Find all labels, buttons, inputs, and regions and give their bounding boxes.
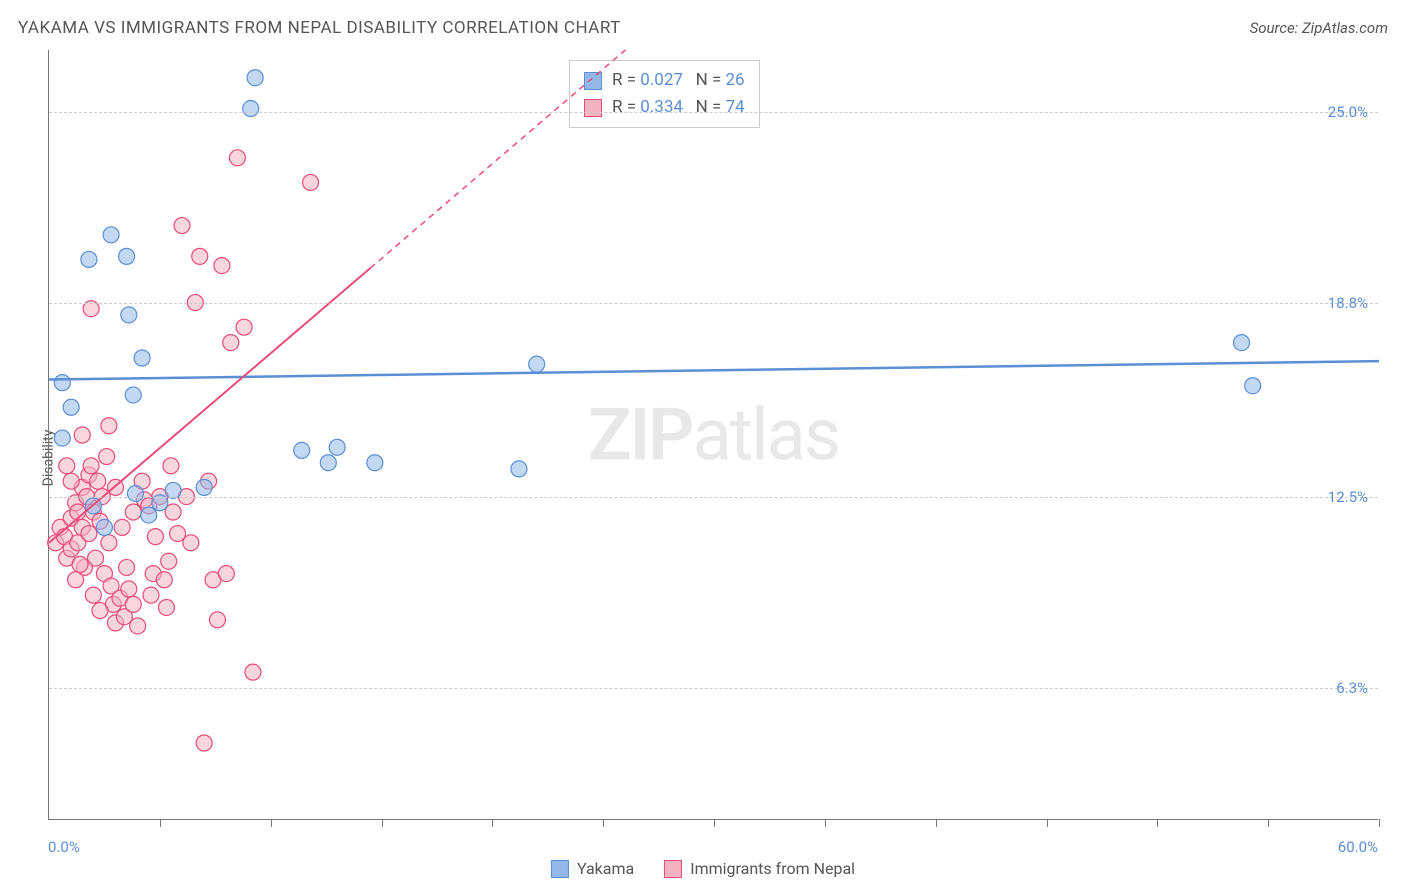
data-point: [214, 258, 230, 274]
grid-line: [49, 688, 1378, 689]
data-point: [303, 174, 319, 190]
data-point: [101, 535, 117, 551]
grid-line: [49, 497, 1378, 498]
legend-item-yakama: Yakama: [551, 859, 634, 878]
trend-line: [49, 361, 1379, 379]
data-point: [158, 599, 174, 615]
x-tick: [382, 819, 383, 827]
trend-line-dashed: [370, 50, 625, 268]
swatch-nepal-icon: [664, 860, 682, 878]
x-tick: [603, 819, 604, 827]
y-tick-label: 18.8%: [1328, 294, 1368, 312]
data-point: [294, 442, 310, 458]
data-point: [320, 455, 336, 471]
data-point: [1234, 335, 1250, 351]
data-point: [218, 566, 234, 582]
y-tick-label: 12.5%: [1328, 488, 1368, 506]
data-point: [174, 218, 190, 234]
x-tick: [1268, 819, 1269, 827]
data-point: [236, 319, 252, 335]
data-point: [196, 479, 212, 495]
data-point: [68, 572, 84, 588]
data-point: [529, 356, 545, 372]
legend-item-nepal: Immigrants from Nepal: [664, 859, 855, 878]
data-point: [511, 461, 527, 477]
data-point: [101, 418, 117, 434]
data-point: [114, 519, 130, 535]
data-point: [103, 227, 119, 243]
chart-area: ZIPatlas R = 0.027 N = 26 R = 0.334 N = …: [48, 50, 1378, 820]
data-point: [119, 248, 135, 264]
data-point: [90, 473, 106, 489]
data-point: [74, 427, 90, 443]
data-point: [121, 307, 137, 323]
grid-line: [49, 112, 1378, 113]
data-point: [125, 387, 141, 403]
data-point: [92, 603, 108, 619]
data-point: [127, 486, 143, 502]
data-point: [367, 455, 383, 471]
data-point: [63, 473, 79, 489]
swatch-yakama-icon: [551, 860, 569, 878]
x-tick: [825, 819, 826, 827]
data-point: [96, 519, 112, 535]
data-point: [81, 251, 97, 267]
data-point: [229, 150, 245, 166]
scatter-plot: [49, 50, 1378, 819]
data-point: [119, 559, 135, 575]
data-point: [130, 618, 146, 634]
x-tick: [714, 819, 715, 827]
data-point: [329, 439, 345, 455]
data-point: [72, 556, 88, 572]
data-point: [125, 596, 141, 612]
data-point: [63, 399, 79, 415]
chart-title: YAKAMA VS IMMIGRANTS FROM NEPAL DISABILI…: [18, 18, 621, 38]
data-point: [196, 735, 212, 751]
data-point: [161, 553, 177, 569]
grid-line: [49, 303, 1378, 304]
data-point: [143, 587, 159, 603]
data-point: [243, 101, 259, 117]
data-point: [59, 458, 75, 474]
data-point: [81, 526, 97, 542]
data-point: [245, 664, 261, 680]
y-tick-label: 25.0%: [1328, 103, 1368, 121]
x-max-label: 60.0%: [1338, 838, 1378, 856]
x-tick: [936, 819, 937, 827]
data-point: [54, 375, 70, 391]
x-min-label: 0.0%: [48, 838, 80, 856]
data-point: [134, 350, 150, 366]
x-tick: [1047, 819, 1048, 827]
data-point: [147, 529, 163, 545]
x-tick: [1379, 819, 1380, 827]
data-point: [223, 335, 239, 351]
data-point: [88, 550, 104, 566]
data-point: [163, 458, 179, 474]
data-point: [156, 572, 172, 588]
x-tick: [160, 819, 161, 827]
data-point: [192, 248, 208, 264]
x-tick: [1157, 819, 1158, 827]
data-point: [54, 430, 70, 446]
data-point: [99, 449, 115, 465]
data-point: [83, 458, 99, 474]
data-point: [85, 587, 101, 603]
x-tick: [492, 819, 493, 827]
data-point: [209, 612, 225, 628]
x-tick: [271, 819, 272, 827]
series-legend: Yakama Immigrants from Nepal: [551, 859, 855, 878]
data-point: [125, 504, 141, 520]
data-point: [183, 535, 199, 551]
data-point: [247, 70, 263, 86]
source-label: Source: ZipAtlas.com: [1250, 19, 1388, 37]
data-point: [1245, 378, 1261, 394]
y-tick-label: 6.3%: [1336, 679, 1368, 697]
data-point: [141, 507, 157, 523]
data-point: [121, 581, 137, 597]
